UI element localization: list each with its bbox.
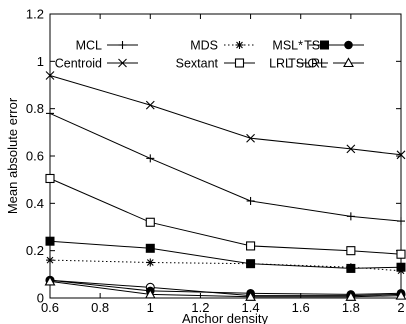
data-point-mds <box>46 256 54 265</box>
data-point-msl <box>396 262 406 272</box>
series-msl <box>45 236 406 273</box>
data-point-mcl <box>397 217 405 226</box>
data-point-tslrl <box>144 288 156 299</box>
series-line-centroid <box>49 75 402 156</box>
data-point-centroid <box>45 71 55 80</box>
x-tick-label: 0.6 <box>41 300 59 315</box>
y-tick-label: 1.2 <box>26 7 44 22</box>
x-tick-label: 1.6 <box>292 300 310 315</box>
legend-marker-mds <box>235 41 244 49</box>
y-tick-label: 0 <box>37 291 44 306</box>
legend-item-mds: MDS <box>190 39 255 53</box>
legend-marker-centroid <box>118 58 127 68</box>
x-tick-label: 1 <box>147 300 154 315</box>
data-point-sextant <box>396 249 406 259</box>
legend-label-tsl: TSL <box>304 39 327 53</box>
data-point-mcl <box>146 154 155 163</box>
x-tick-label: 1.2 <box>191 300 209 315</box>
data-point-centroid <box>145 100 155 110</box>
data-point-tslrl <box>395 290 406 300</box>
plot-frame <box>49 13 402 299</box>
series-tslrl <box>44 275 406 301</box>
series-layer <box>44 71 406 301</box>
data-point-centroid <box>246 133 255 143</box>
legend-marker-tsl <box>344 40 353 50</box>
y-tick-label: 0.2 <box>26 243 44 258</box>
data-point-msl <box>145 243 155 253</box>
data-point-msl <box>246 259 256 269</box>
legend-label-msl: MSL* <box>272 39 303 53</box>
data-point-tslrl <box>245 291 257 301</box>
data-point-tslrl <box>44 275 56 286</box>
data-point-msl <box>346 263 356 273</box>
legend-label-sextant: Sextant <box>176 57 219 71</box>
data-point-mcl <box>46 109 54 118</box>
legend-item-mcl: MCL <box>76 39 138 53</box>
legend-label-centroid: Centroid <box>55 57 102 71</box>
x-tick-label: 1.4 <box>242 300 260 315</box>
legend-item-tslrl: TSLRL <box>288 57 364 71</box>
legend-label-lrl: LRL <box>269 57 292 71</box>
legend: MCL Centroid MDS Sextant MSL* LRL TSL TSLRL <box>55 39 364 71</box>
data-point-msl <box>45 236 55 246</box>
data-point-centroid <box>346 144 356 154</box>
data-point-tslrl <box>345 291 357 301</box>
data-point-mds <box>146 258 155 267</box>
x-tick-label: 1.8 <box>342 300 360 315</box>
ticks: 0.6 0.8 1 1.2 1.4 1.6 1.8 2 0 0.2 0.4 0.6 0.8 1 1.2 <box>26 7 405 316</box>
y-axis-title: Mean absolute error <box>5 97 20 214</box>
legend-marker-mcl <box>118 41 127 49</box>
y-tick-label: 0.8 <box>26 101 44 116</box>
legend-label-mcl: MCL <box>76 39 102 53</box>
legend-item-tsl: TSL <box>304 39 364 53</box>
legend-marker-tslrl <box>343 57 354 68</box>
x-axis-title: Anchor density <box>182 311 268 324</box>
legend-item-centroid: Centroid <box>55 57 138 71</box>
y-tick-label: 0.6 <box>26 149 44 164</box>
legend-item-sextant: Sextant <box>176 57 255 71</box>
legend-marker-lrl <box>307 58 318 68</box>
data-point-sextant <box>145 217 155 227</box>
data-point-mcl <box>246 196 255 205</box>
x-tick-label: 0.8 <box>91 300 109 315</box>
series-mcl <box>46 109 405 226</box>
legend-label-tslrl: TSLRL <box>288 57 327 71</box>
data-point-centroid <box>396 150 406 160</box>
y-tick-label: 0.4 <box>26 196 44 211</box>
legend-marker-msl <box>320 40 329 50</box>
legend-item-lrl: LRL <box>269 57 328 71</box>
data-point-sextant <box>246 241 256 251</box>
data-point-sextant <box>346 246 356 256</box>
data-point-sextant <box>45 173 55 184</box>
series-centroid <box>45 71 406 160</box>
data-point-mcl <box>346 212 355 221</box>
series-sextant <box>45 173 406 259</box>
legend-label-mds: MDS <box>190 39 218 53</box>
y-tick-label: 1 <box>37 54 44 69</box>
legend-marker-sextant <box>234 58 245 68</box>
x-tick-label: 2 <box>397 300 404 315</box>
